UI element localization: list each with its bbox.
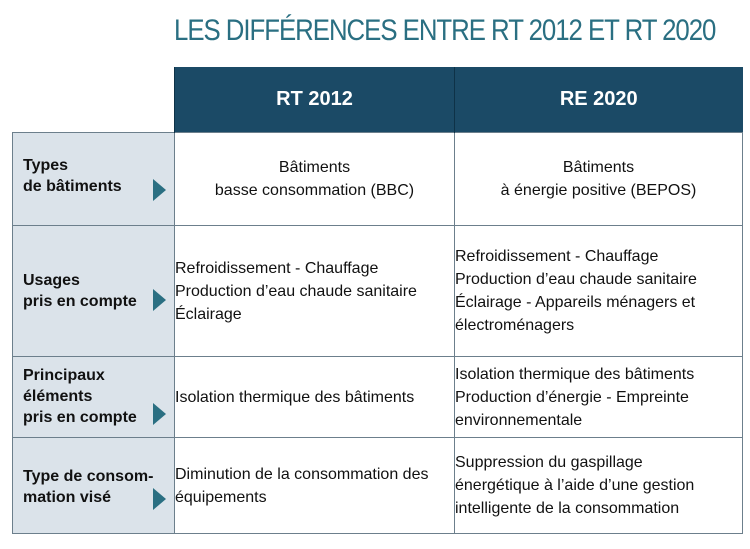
- row-header-label: Types de bâtiments: [23, 155, 122, 197]
- table-row: Type de consom- mation visé Diminution d…: [12, 437, 743, 534]
- row-header-line: Usages: [23, 272, 80, 289]
- row-header-label: Usages pris en compte: [23, 270, 137, 312]
- triangle-right-icon: [153, 403, 166, 425]
- column-header-rt2012: RT 2012: [174, 67, 455, 133]
- row-header-line: pris en compte: [23, 293, 137, 310]
- cell-line: Bâtiments: [278, 159, 351, 176]
- row-header-label: Principaux éléments pris en compte: [23, 365, 137, 428]
- row-header-line: Principaux: [23, 367, 105, 384]
- cell-line: Diminution de la consommation des: [175, 465, 429, 483]
- table-row: Principaux éléments pris en compte Isola…: [12, 356, 743, 438]
- comparison-table: RT 2012 RE 2020 Types de bâtiments Bâtim…: [12, 67, 743, 534]
- column-header-re2020: RE 2020: [454, 67, 743, 133]
- row-header-label: Type de consom- mation visé: [23, 466, 153, 508]
- cell-rt2012-consommation: Diminution de la consommation des équipe…: [174, 437, 455, 534]
- header-corner: [12, 67, 175, 133]
- cell-rt2012-usages: Refroidissement - Chauffage Production d…: [174, 225, 455, 357]
- triangle-right-icon: [153, 179, 166, 201]
- cell-line: Suppression du gaspillage: [455, 454, 643, 471]
- table-row: Usages pris en compte Refroidissement - …: [12, 225, 743, 357]
- row-header-usages: Usages pris en compte: [12, 225, 175, 357]
- cell-line: basse consommation (BBC): [214, 182, 415, 199]
- page-title: LES DIFFÉRENCES ENTRE RT 2012 ET RT 2020: [174, 14, 716, 47]
- cell-line: Refroidissement - Chauffage: [175, 259, 379, 277]
- cell-line: Éclairage - Appareils ménagers et: [455, 294, 696, 311]
- cell-line: à énergie positive (BEPOS): [500, 182, 697, 199]
- row-header-line: mation visé: [23, 489, 112, 506]
- cell-line: équipements: [175, 488, 267, 506]
- cell-line: électroménagers: [455, 317, 575, 334]
- cell-line: Isolation thermique des bâtiments: [455, 365, 695, 383]
- cell-re2020-consommation: Suppression du gaspillage énergétique à …: [454, 437, 743, 534]
- row-header-types-batiments: Types de bâtiments: [12, 132, 175, 226]
- cell-line: Éclairage: [175, 305, 242, 323]
- row-header-line: Types: [23, 157, 69, 174]
- row-header-type-consommation: Type de consom- mation visé: [12, 437, 175, 534]
- table-header-row: RT 2012 RE 2020: [12, 67, 743, 133]
- cell-rt2012-types: Bâtiments basse consommation (BBC): [174, 132, 455, 226]
- triangle-right-icon: [153, 488, 166, 510]
- triangle-right-icon: [153, 289, 166, 311]
- cell-line: énergétique à l’aide d’une gestion: [455, 477, 695, 494]
- row-header-line: éléments: [23, 388, 93, 405]
- row-header-principaux-elements: Principaux éléments pris en compte: [12, 356, 175, 438]
- cell-re2020-types: Bâtiments à énergie positive (BEPOS): [454, 132, 743, 226]
- row-header-line: pris en compte: [23, 409, 137, 426]
- row-header-line: de bâtiments: [23, 178, 122, 195]
- row-header-line: Type de consom-: [23, 468, 154, 485]
- table-row: Types de bâtiments Bâtiments basse conso…: [12, 132, 743, 226]
- cell-line: intelligente de la consommation: [455, 500, 680, 517]
- cell-line: Isolation thermique des bâtiments: [175, 388, 415, 406]
- cell-re2020-elements: Isolation thermique des bâtiments Produc…: [454, 356, 743, 438]
- cell-line: Production d’eau chaude sanitaire: [175, 282, 417, 300]
- cell-re2020-usages: Refroidissement - Chauffage Production d…: [454, 225, 743, 357]
- cell-line: environnementale: [455, 411, 583, 429]
- cell-rt2012-elements: Isolation thermique des bâtiments: [174, 356, 455, 438]
- cell-line: Refroidissement - Chauffage: [455, 248, 659, 265]
- cell-line: Production d’énergie - Empreinte: [455, 388, 689, 406]
- cell-line: Production d’eau chaude sanitaire: [455, 271, 697, 288]
- cell-line: Bâtiments: [562, 159, 635, 176]
